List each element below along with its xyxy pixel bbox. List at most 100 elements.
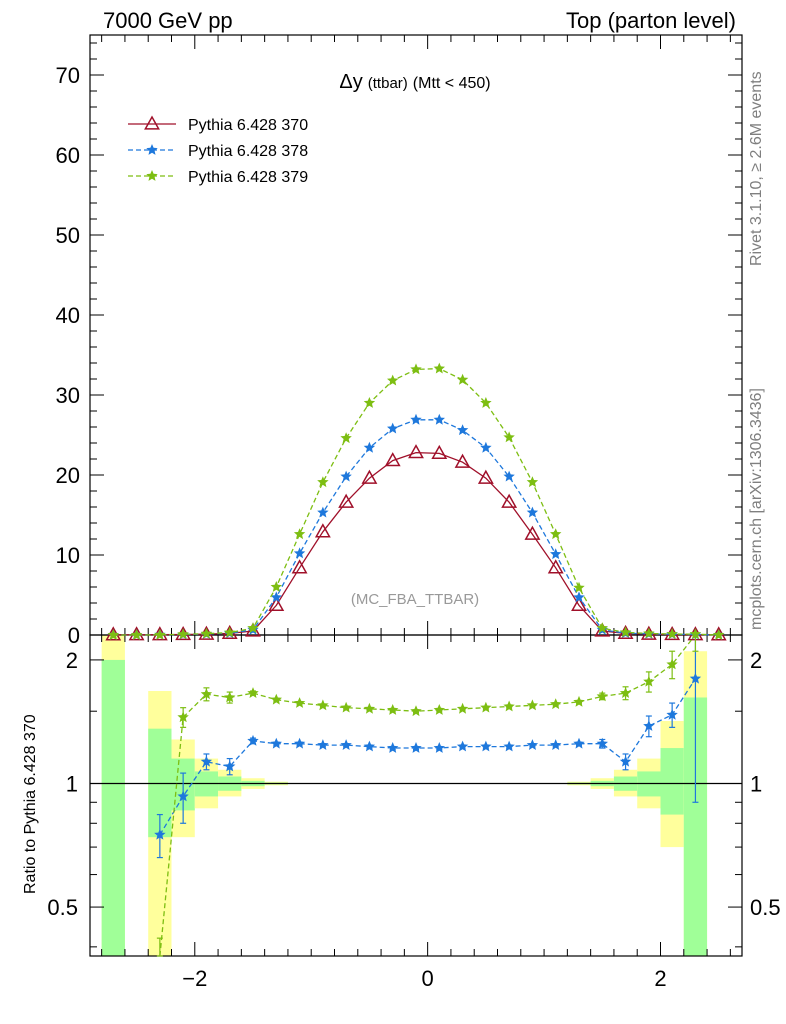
ratio-point — [526, 699, 539, 711]
main-point — [387, 422, 399, 434]
ratio-point — [480, 740, 492, 752]
main-point — [408, 444, 424, 459]
ratio-point — [550, 698, 562, 710]
ratio-xtick-label: 2 — [654, 966, 666, 991]
data-curves — [105, 362, 727, 957]
band-inner — [101, 659, 125, 956]
ratio-point — [293, 737, 306, 749]
main-plot-title: Δy (ttbar) (Mtt < 450) — [339, 71, 490, 93]
legend-marker — [144, 115, 160, 130]
ratio-point — [363, 740, 376, 752]
main-point — [573, 581, 585, 593]
legend: Pythia 6.428 370 Pythia 6.428 378 Pythia 6… — [128, 115, 308, 186]
ratio-point — [154, 828, 166, 840]
ratio-point — [177, 711, 189, 723]
ratio-point — [666, 658, 678, 670]
ratio-ytick-label: 0.5 — [47, 895, 78, 920]
title-rest: (Mtt < 450) — [413, 75, 491, 92]
ratio-xtick-label: −2 — [182, 966, 207, 991]
ratio-point — [433, 704, 445, 715]
header-left: 7000 GeV pp — [103, 8, 233, 33]
ratio-point — [573, 695, 585, 707]
ratio-point — [596, 690, 608, 702]
main-point — [573, 591, 585, 603]
main-point — [571, 596, 587, 612]
legend-label: Pythia 6.428 378 — [188, 143, 308, 160]
main-point — [596, 622, 608, 634]
main-point — [270, 591, 282, 603]
main-point — [270, 581, 282, 592]
ratio-point — [456, 702, 469, 714]
ratio-point — [340, 739, 352, 750]
ratio-point — [177, 790, 189, 802]
band-inner — [660, 748, 684, 815]
axes-frames — [89, 34, 743, 957]
ratio-point — [224, 691, 236, 703]
main-point — [200, 627, 213, 639]
main-point — [130, 629, 143, 640]
ratio-point — [387, 742, 399, 753]
main-ytick-label: 70 — [56, 63, 80, 88]
main-point — [480, 441, 492, 453]
main-point — [526, 506, 539, 518]
main-point — [340, 470, 352, 482]
ratio-point — [643, 675, 655, 687]
main-point — [526, 476, 539, 488]
main-point — [619, 626, 632, 638]
ratio-point — [317, 739, 329, 750]
ratio-point — [573, 737, 585, 749]
ratio-point — [317, 699, 329, 711]
ratio-ytick-label-right: 0.5 — [750, 895, 781, 920]
main-ytick-label: 20 — [56, 463, 80, 488]
main-point — [107, 629, 119, 640]
main-point — [503, 470, 515, 482]
main-point — [431, 444, 448, 460]
main-ytick-label: 40 — [56, 303, 80, 328]
main-point — [503, 431, 515, 443]
ratio-ytick-label: 1 — [66, 771, 78, 796]
ratio-point — [503, 740, 515, 752]
main-point — [501, 493, 518, 508]
analysis-watermark: (MC_FBA_TTBAR) — [351, 591, 479, 608]
main-point — [524, 525, 541, 540]
legend-marker — [146, 144, 158, 155]
main-point — [713, 629, 725, 640]
ratio-xtick-label: 0 — [422, 966, 434, 991]
main-point — [456, 373, 469, 385]
main-point — [224, 626, 236, 638]
main-point — [477, 469, 494, 484]
header-right: Top (parton level) — [566, 8, 736, 33]
ratio-point — [200, 688, 213, 700]
main-point — [293, 547, 306, 559]
title-main: Δy — [339, 71, 362, 93]
main-point — [433, 413, 445, 425]
ratio-point — [293, 697, 306, 708]
ratio-point — [200, 755, 213, 767]
ratio-point — [387, 704, 399, 715]
ratio-point — [433, 742, 445, 753]
main-point — [291, 559, 308, 574]
ratio-point — [270, 693, 282, 705]
main-point — [454, 453, 471, 468]
ratio-point — [643, 720, 655, 731]
ratio-point — [526, 739, 539, 750]
ratio-point — [410, 705, 422, 717]
main-point — [666, 628, 678, 639]
main-point — [340, 432, 352, 444]
ratio-point — [503, 700, 515, 712]
main-point — [361, 469, 378, 484]
main-point — [550, 548, 562, 560]
main-point — [317, 476, 329, 488]
ratio-point — [480, 701, 492, 713]
main-point — [547, 559, 564, 574]
title-small: (ttbar) — [368, 75, 408, 92]
ratio-point — [363, 702, 376, 714]
main-point — [387, 374, 399, 386]
main-ytick-label: 30 — [56, 383, 80, 408]
ratio-point — [596, 737, 608, 749]
main-point — [314, 523, 331, 538]
ratio-point — [340, 701, 352, 713]
main-ytick-label: 10 — [56, 543, 80, 568]
